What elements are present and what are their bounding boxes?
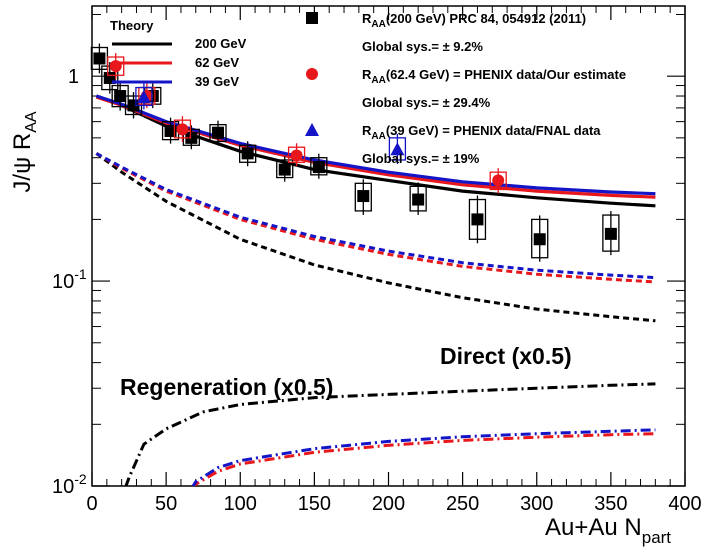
- data-legend-label-rest: (39 GeV) = PHENIX data/FNAL data: [386, 123, 601, 138]
- points-group: [90, 43, 620, 262]
- data-marker: [241, 147, 254, 160]
- data-marker: [136, 90, 151, 104]
- curves-group: [95, 94, 656, 486]
- data-legend-label: RAA(200 GeV) PRC 84, 054912 (2011): [362, 11, 586, 30]
- data-legend-label-main: R: [362, 123, 372, 138]
- curve-total-39-gev: [95, 94, 656, 196]
- data-point-200-gev: [239, 141, 257, 167]
- data-point-200-gev: [111, 81, 129, 111]
- data-point-200-gev: [409, 182, 427, 215]
- data-legend-label-main: R: [362, 11, 372, 26]
- y-tick-label: 10-1: [52, 266, 87, 293]
- theory-legend-label: 62 GeV: [195, 55, 239, 70]
- x-tick-label: 350: [594, 493, 627, 515]
- y-tick-label-base: 10: [52, 271, 74, 293]
- x-axis-title: Au+Au Npart: [545, 514, 671, 547]
- y-tick-label-base: 10: [52, 476, 74, 498]
- data-marker: [412, 193, 425, 206]
- y-axis-title-main: J/ψ R: [9, 133, 36, 193]
- data-point-200-gev: [468, 195, 487, 244]
- data-marker: [164, 125, 177, 138]
- y-axis-title-sub: AA: [23, 111, 40, 133]
- data-marker: [471, 213, 484, 226]
- curve-regeneration-39-gev: [191, 428, 656, 486]
- data-marker: [185, 131, 198, 144]
- data-legend-sys: Global sys.= ± 9.2%: [362, 39, 483, 54]
- data-point-200-gev: [310, 153, 328, 179]
- data-point-200-gev: [161, 117, 180, 144]
- x-tick-label: 0: [86, 493, 97, 515]
- data-point-200-gev: [90, 43, 109, 74]
- data-marker: [290, 149, 303, 162]
- theory-legend-label: 200 GeV: [195, 36, 247, 51]
- data-point-200-gev: [354, 179, 372, 215]
- data-legend-marker: [306, 68, 318, 80]
- x-axis-title-sub: part: [642, 528, 672, 547]
- theory-legend-label: 39 GeV: [195, 74, 239, 89]
- x-tick-label: 300: [520, 493, 553, 515]
- data-legend-marker: [305, 123, 319, 136]
- x-tick-label: 50: [155, 493, 177, 515]
- data-point-200-gev: [276, 155, 294, 182]
- x-axis-title-main: Au+Au N: [545, 514, 642, 541]
- data-legend-label-sub: AA: [371, 75, 385, 86]
- x-tick-label: 150: [298, 493, 331, 515]
- data-marker: [312, 161, 325, 174]
- data-legend-sys: Global sys.= ± 29.4%: [362, 95, 491, 110]
- data-legend-label-main: R: [362, 67, 372, 82]
- data-legend-label-rest: (62.4 GeV) = PHENIX data/Our estimate: [386, 67, 626, 82]
- data-legend-label-rest: (200 GeV) PRC 84, 054912 (2011): [386, 11, 586, 26]
- data-legend-label: RAA(62.4 GeV) = PHENIX data/Our estimate: [362, 67, 626, 86]
- data-legend-marker: [306, 12, 318, 24]
- data-legend-label-sub: AA: [371, 19, 385, 30]
- y-tick-label-base: 1: [68, 66, 79, 88]
- y-tick-label: 1: [68, 66, 79, 88]
- curve-regeneration-62-gev: [192, 432, 656, 486]
- curve-direct-200-gev: [95, 152, 656, 323]
- y-tick-label: 10-2: [52, 471, 87, 498]
- data-marker: [390, 142, 405, 156]
- y-tick-label-exp: -2: [74, 471, 87, 487]
- x-tick-label: 250: [446, 493, 479, 515]
- data-marker: [604, 227, 617, 240]
- data-marker: [212, 126, 225, 139]
- data-legend-label-sub: AA: [371, 131, 385, 142]
- data-point-62.4-gev: [287, 143, 306, 167]
- x-tick-label: 100: [224, 493, 257, 515]
- data-legend-label: RAA(39 GeV) = PHENIX data/FNAL data: [362, 123, 601, 142]
- data-marker: [357, 190, 370, 203]
- data-marker: [176, 123, 189, 136]
- y-axis-title: J/ψ RAA: [9, 111, 40, 192]
- annotation-regeneration: Regeneration (x0.5): [120, 374, 333, 400]
- theory-legend-title: Theory: [110, 18, 154, 33]
- data-marker: [492, 174, 505, 187]
- curve-regeneration-200-gev: [124, 382, 656, 486]
- data-point-200-gev: [182, 125, 200, 150]
- data-point-39-gev: [388, 133, 407, 164]
- x-tick-label: 200: [372, 493, 405, 515]
- data-point-62.4-gev: [107, 53, 125, 80]
- data-point-39-gev: [135, 83, 153, 110]
- curve-total-62-gev: [95, 95, 656, 199]
- x-tick-label: 400: [668, 493, 701, 515]
- annotation-direct: Direct (x0.5): [440, 343, 572, 369]
- data-point-200-gev: [531, 215, 549, 262]
- data-point-62.4-gev: [173, 116, 192, 142]
- curve-direct-39-gev: [95, 152, 656, 280]
- data-marker: [533, 233, 546, 246]
- data-point-200-gev: [209, 120, 227, 146]
- data-point-200-gev: [602, 211, 620, 256]
- data-legend-sys: Global sys.= ± 19%: [362, 151, 480, 166]
- data-marker: [93, 52, 106, 65]
- y-tick-label-exp: -1: [74, 266, 87, 282]
- data-marker: [278, 163, 291, 176]
- data-marker: [114, 90, 127, 103]
- data-point-62.4-gev: [489, 168, 507, 194]
